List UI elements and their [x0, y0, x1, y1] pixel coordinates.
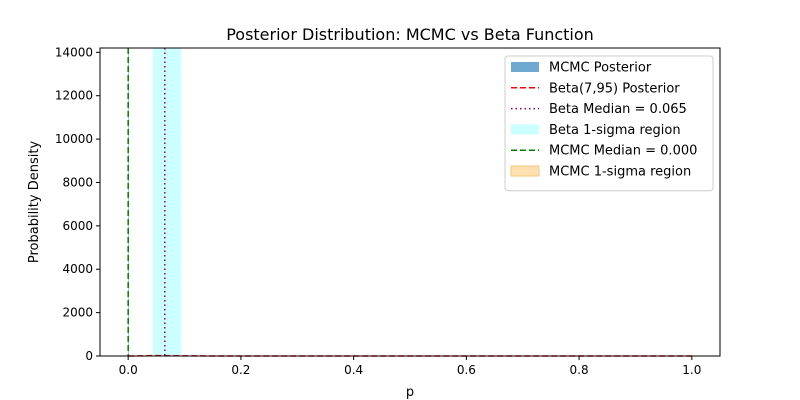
legend-label: MCMC Median = 0.000 [549, 144, 697, 159]
y-axis-label: Probability Density [27, 141, 42, 264]
axes-frame [99, 47, 721, 357]
legend: MCMC Posterior Beta(7,95) Posterior Beta M… [504, 55, 714, 192]
plot-area [127, 48, 692, 357]
y-tick-label: 0 [85, 349, 93, 363]
x-axis-label: p [406, 385, 414, 400]
chart-title: Posterior Distribution: MCMC vs Beta Fun… [226, 25, 594, 44]
legend-label: Beta(7,95) Posterior [549, 81, 680, 96]
legend-swatch [511, 124, 539, 135]
x-tick-label: 0.2 [231, 363, 250, 377]
y-tick-label: 14000 [55, 45, 93, 59]
legend-label: MCMC 1-sigma region [549, 165, 691, 180]
axes: 0.0 0.2 0.4 0.6 0.8 1.0 0 2000 4000 6000 8000 10000… [55, 45, 721, 377]
y-tick-label: 4000 [62, 262, 93, 276]
y-tick-label: 2000 [62, 306, 93, 320]
legend-box [504, 55, 714, 192]
x-tick-label: 0.4 [344, 363, 363, 377]
y-tick-label: 8000 [62, 175, 93, 189]
y-tick-label: 10000 [55, 132, 93, 146]
x-tick-label: 1.0 [682, 363, 701, 377]
legend-label: MCMC Posterior [549, 61, 652, 76]
vspan-region [152, 48, 182, 356]
x-tick-label: 0.0 [119, 363, 138, 377]
y-tick-label: 12000 [55, 89, 93, 103]
x-tick-label: 0.6 [457, 363, 476, 377]
legend-swatch [511, 62, 539, 72]
legend-label: Beta Median = 0.065 [549, 102, 687, 117]
legend-label: Beta 1-sigma region [549, 123, 681, 138]
legend-swatch [510, 165, 540, 177]
y-tick-label: 6000 [62, 219, 93, 233]
x-tick-label: 0.8 [570, 363, 589, 377]
